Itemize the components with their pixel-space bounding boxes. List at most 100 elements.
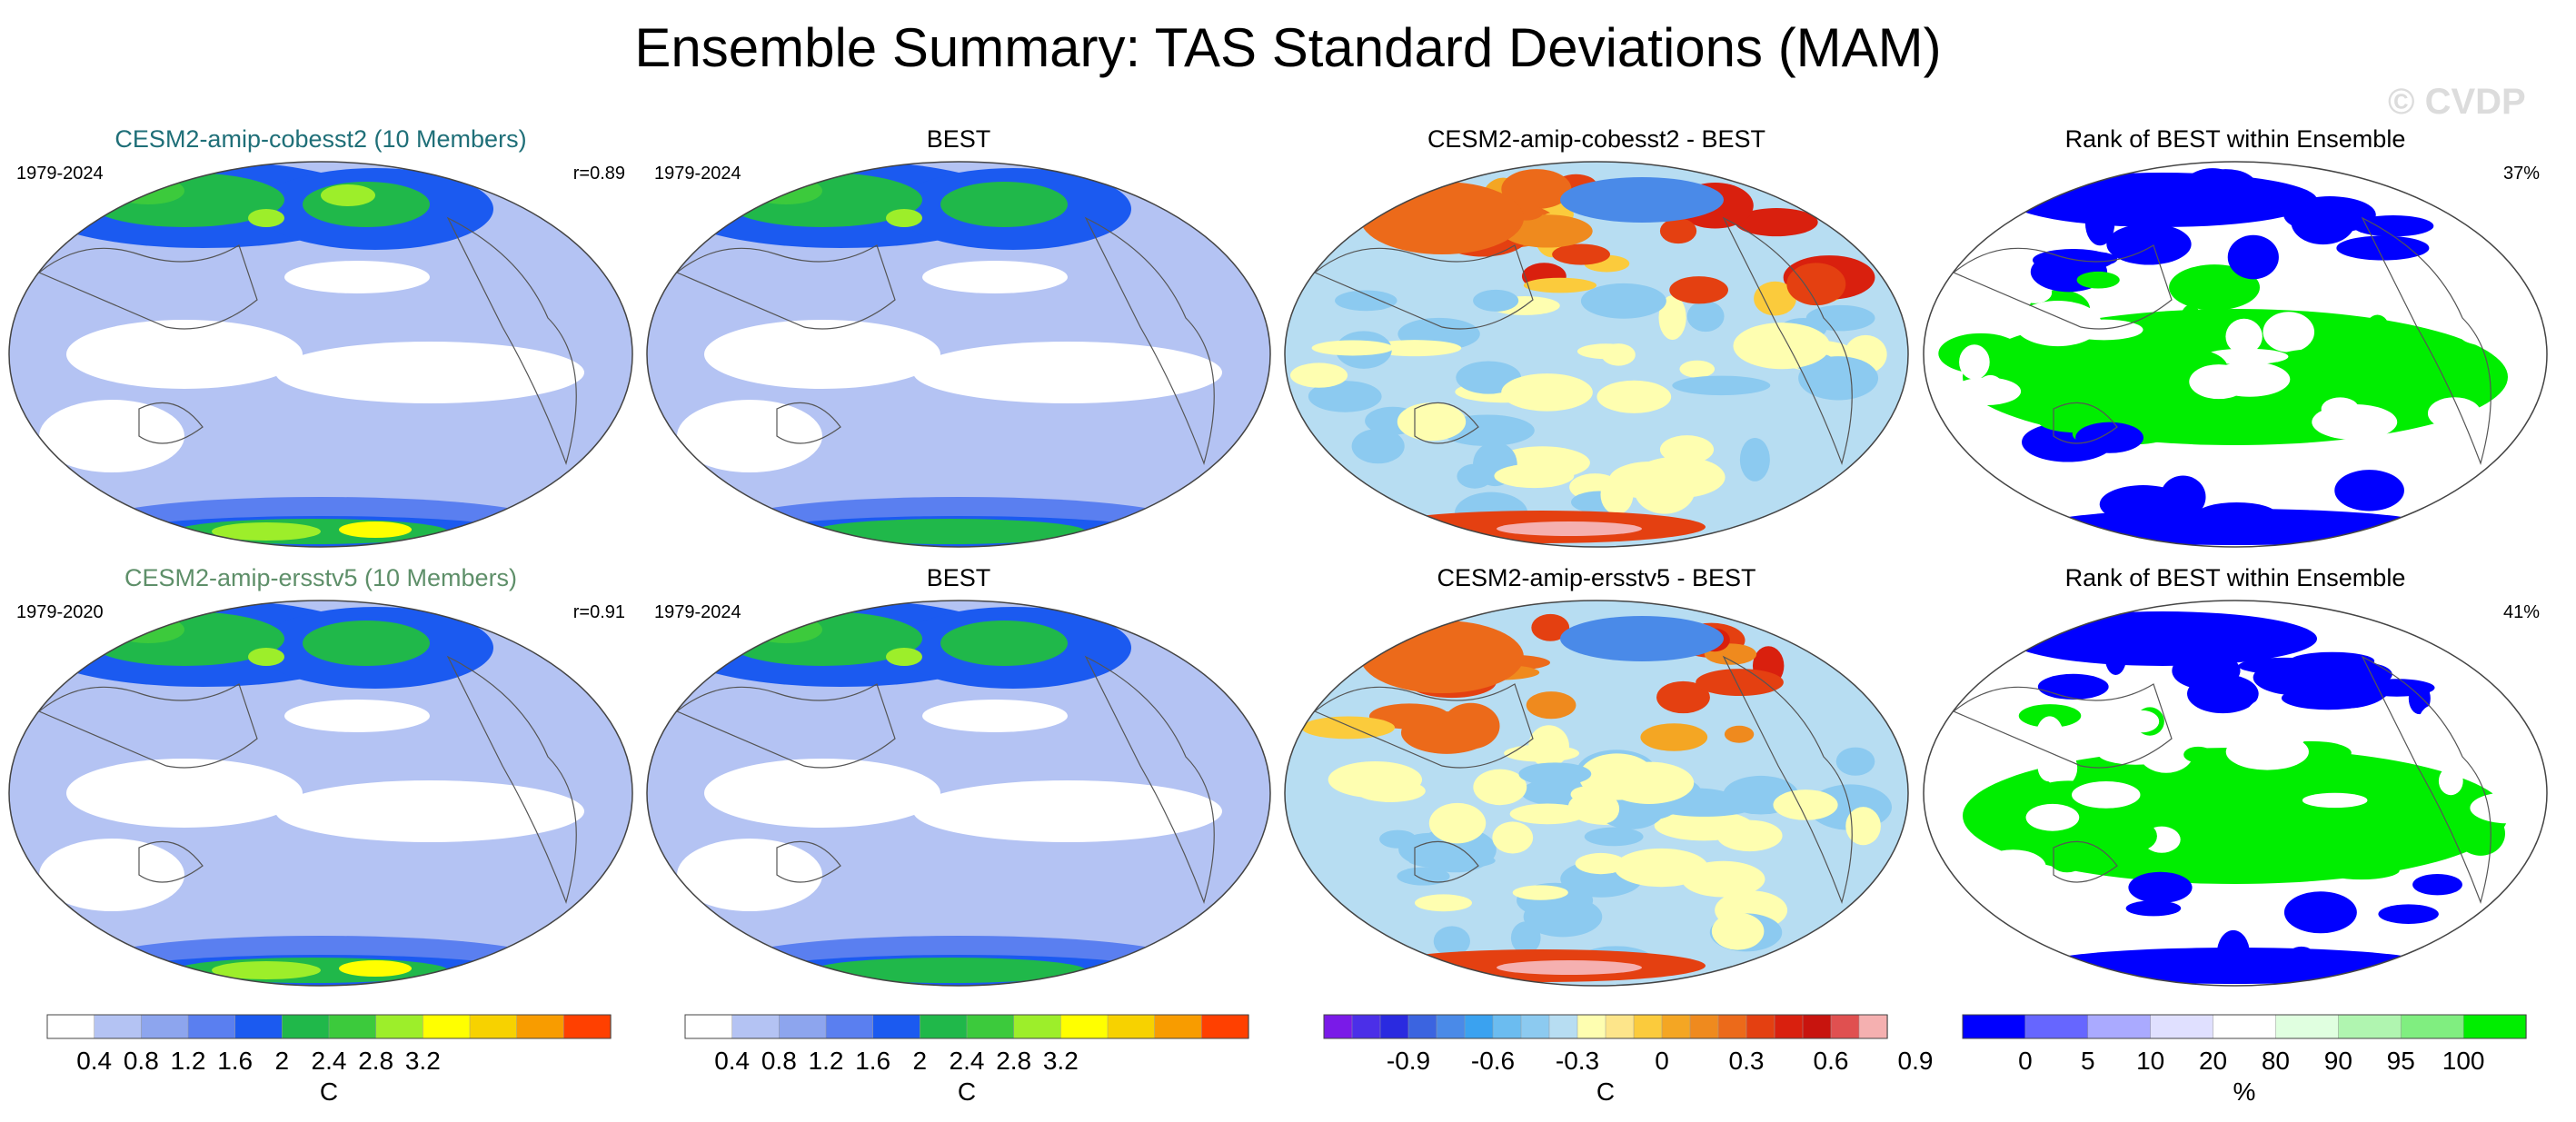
difference-cell [1473, 769, 1527, 806]
pacific-low-variance [922, 700, 1068, 732]
nh-high-variance [248, 209, 284, 227]
rank-cell [1995, 279, 2024, 304]
map-border [8, 600, 633, 987]
colorbar-tick-label: 1.2 [171, 1047, 206, 1075]
difference-cell [1739, 437, 1770, 482]
rank-cell [2403, 375, 2432, 412]
colorbar-swatch [2275, 1014, 2340, 1039]
antarctic-warm-difference [1497, 521, 1642, 536]
tropical-low-variance [704, 759, 940, 828]
nh-high-variance [886, 648, 922, 666]
colorbar-tick-label: 2 [913, 1047, 928, 1075]
colorbar-swatch [1802, 1014, 1832, 1039]
difference-cell [1733, 323, 1831, 370]
difference-cell [1835, 747, 1875, 776]
colorbar-tick-label: 0.9 [1898, 1047, 1934, 1075]
difference-cell [1845, 807, 1881, 846]
sh-low-rank [2035, 948, 2435, 984]
colorbar-tick-label: -0.6 [1471, 1047, 1515, 1075]
colorbar-tick-label: 0.3 [1729, 1047, 1765, 1075]
rank-cell [2018, 282, 2053, 303]
colorbar-swatch [1407, 1014, 1437, 1039]
rank-cell [2183, 746, 2213, 763]
nh-cool-difference [1560, 616, 1724, 661]
colorbar-swatch [1548, 1014, 1578, 1039]
difference-cell [1679, 360, 1716, 378]
pacific-low-variance [284, 261, 430, 293]
coastline [1952, 683, 2173, 769]
colorbar-swatch [234, 1014, 283, 1039]
difference-cell [1509, 803, 1586, 825]
coastline [675, 683, 896, 769]
coastline [1414, 840, 1479, 883]
tropical-low-variance [66, 759, 303, 828]
map-border [1284, 600, 1909, 987]
map-panel-difference [1285, 601, 1908, 986]
rank-cell [2321, 397, 2360, 422]
period-label: 1979-2024 [654, 602, 741, 622]
rank-cell [2427, 397, 2482, 430]
colorbar-swatch [2462, 1014, 2527, 1039]
nh-high-variance [940, 182, 1068, 227]
tropical-low-variance [913, 342, 1222, 403]
rank-cell [2225, 733, 2309, 770]
difference-cell [1604, 761, 1695, 804]
difference-cell [1805, 304, 1875, 332]
nh-high-variance [303, 621, 430, 666]
coastline [1952, 244, 2173, 330]
rank-cell [2238, 657, 2332, 675]
rank-cell [2125, 900, 2182, 917]
colorbar-swatch [1351, 1014, 1381, 1039]
colorbar-tas_sd: 0.4 0.8 1.2 1.6 2 2.4 2.8 3.2 C [684, 1014, 1249, 1106]
colorbar-swatch [1746, 1014, 1775, 1039]
colorbar-tick-label: 3.2 [1043, 1047, 1079, 1075]
colorbar-tick-label: 1.6 [855, 1047, 890, 1075]
period-label: 1979-2024 [16, 164, 104, 184]
colorbar-swatch [1858, 1014, 1888, 1039]
colorbar-frame [684, 1014, 1249, 1039]
nh-cool-difference [1560, 177, 1724, 223]
rank-cell [2037, 673, 2109, 700]
panel-statistic: 37% [2502, 164, 2540, 184]
coastline [2361, 655, 2491, 904]
colorbar-difference: -0.9 -0.6 -0.3 0 0.3 0.6 0.9 C [1323, 1014, 1934, 1106]
difference-cell [1580, 283, 1666, 319]
map-panel-tas_sd [647, 601, 1270, 986]
colorbar-swatch [1520, 1014, 1550, 1039]
sh-low-rank [2035, 509, 2435, 545]
rank-cell [2442, 717, 2495, 740]
coastline [1313, 244, 1534, 330]
colorbar-swatch [731, 1014, 781, 1039]
panel-statistic: r=0.91 [572, 602, 625, 622]
tropical-low-variance [66, 320, 303, 389]
difference-cell [1659, 435, 1715, 464]
colorbar-swatch [328, 1014, 377, 1039]
difference-cell [1596, 380, 1672, 413]
colorbar-tick-label: 2.8 [358, 1047, 393, 1075]
difference-cell [1659, 218, 1697, 244]
panel-title: CESM2-amip-ersstv5 - BEST [1437, 564, 1756, 591]
colorbar-swatch [1154, 1014, 1203, 1039]
colorbar-tick-label: 5 [2081, 1047, 2095, 1075]
difference-cell [1686, 301, 1725, 333]
colorbar-swatch [516, 1014, 565, 1039]
difference-cell [1351, 428, 1405, 464]
difference-cell [1632, 456, 1726, 499]
rank-cell [1979, 849, 2046, 884]
colorbar-tick-label: 2.4 [950, 1047, 985, 1075]
map-panel-tas_sd [9, 601, 632, 986]
rank-cell [2438, 767, 2463, 796]
colorbar-swatch [779, 1014, 827, 1039]
colorbar-swatch [1576, 1014, 1606, 1039]
panel-statistic: r=0.89 [572, 164, 625, 184]
rank-cell [2018, 704, 2082, 728]
colorbar-swatch [187, 1014, 236, 1039]
rank-cell [2326, 661, 2392, 688]
difference-cell [1584, 827, 1644, 847]
rank-cell [2322, 861, 2400, 880]
cvdp-watermark: © CVDP [2388, 82, 2526, 122]
rank-cell [2412, 874, 2462, 896]
difference-cell [1724, 725, 1755, 743]
difference-cell [1494, 463, 1575, 489]
